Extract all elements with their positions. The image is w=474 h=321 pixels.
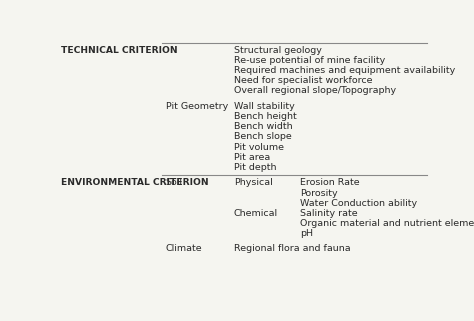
- Text: Regional flora and fauna: Regional flora and fauna: [234, 244, 350, 253]
- Text: Required machines and equipment availability: Required machines and equipment availabi…: [234, 66, 455, 75]
- Text: pH: pH: [300, 229, 313, 238]
- Text: ENVIRONMENTAL CRITERION: ENVIRONMENTAL CRITERION: [61, 178, 209, 187]
- Text: Pit volume: Pit volume: [234, 143, 284, 152]
- Text: Bench width: Bench width: [234, 122, 292, 131]
- Text: Organic material and nutrient element: Organic material and nutrient element: [300, 219, 474, 228]
- Text: Physical: Physical: [234, 178, 273, 187]
- Text: Overall regional slope/Topography: Overall regional slope/Topography: [234, 86, 396, 95]
- Text: Pit depth: Pit depth: [234, 163, 276, 172]
- Text: Porosity: Porosity: [300, 188, 337, 197]
- Text: Need for specialist workforce: Need for specialist workforce: [234, 76, 372, 85]
- Text: TECHNICAL CRITERION: TECHNICAL CRITERION: [61, 46, 178, 55]
- Text: Re-use potential of mine facility: Re-use potential of mine facility: [234, 56, 385, 65]
- Text: Bench height: Bench height: [234, 112, 297, 121]
- Text: Structural geology: Structural geology: [234, 46, 322, 55]
- Text: Water Conduction ability: Water Conduction ability: [300, 199, 417, 208]
- Text: Pit area: Pit area: [234, 153, 270, 162]
- Text: Chemical: Chemical: [234, 209, 278, 218]
- Text: Bench slope: Bench slope: [234, 133, 292, 142]
- Text: Climate: Climate: [166, 244, 202, 253]
- Text: Salinity rate: Salinity rate: [300, 209, 357, 218]
- Text: Erosion Rate: Erosion Rate: [300, 178, 359, 187]
- Text: Soil: Soil: [166, 178, 183, 187]
- Text: Pit Geometry: Pit Geometry: [166, 102, 228, 111]
- Text: Wall stability: Wall stability: [234, 102, 294, 111]
